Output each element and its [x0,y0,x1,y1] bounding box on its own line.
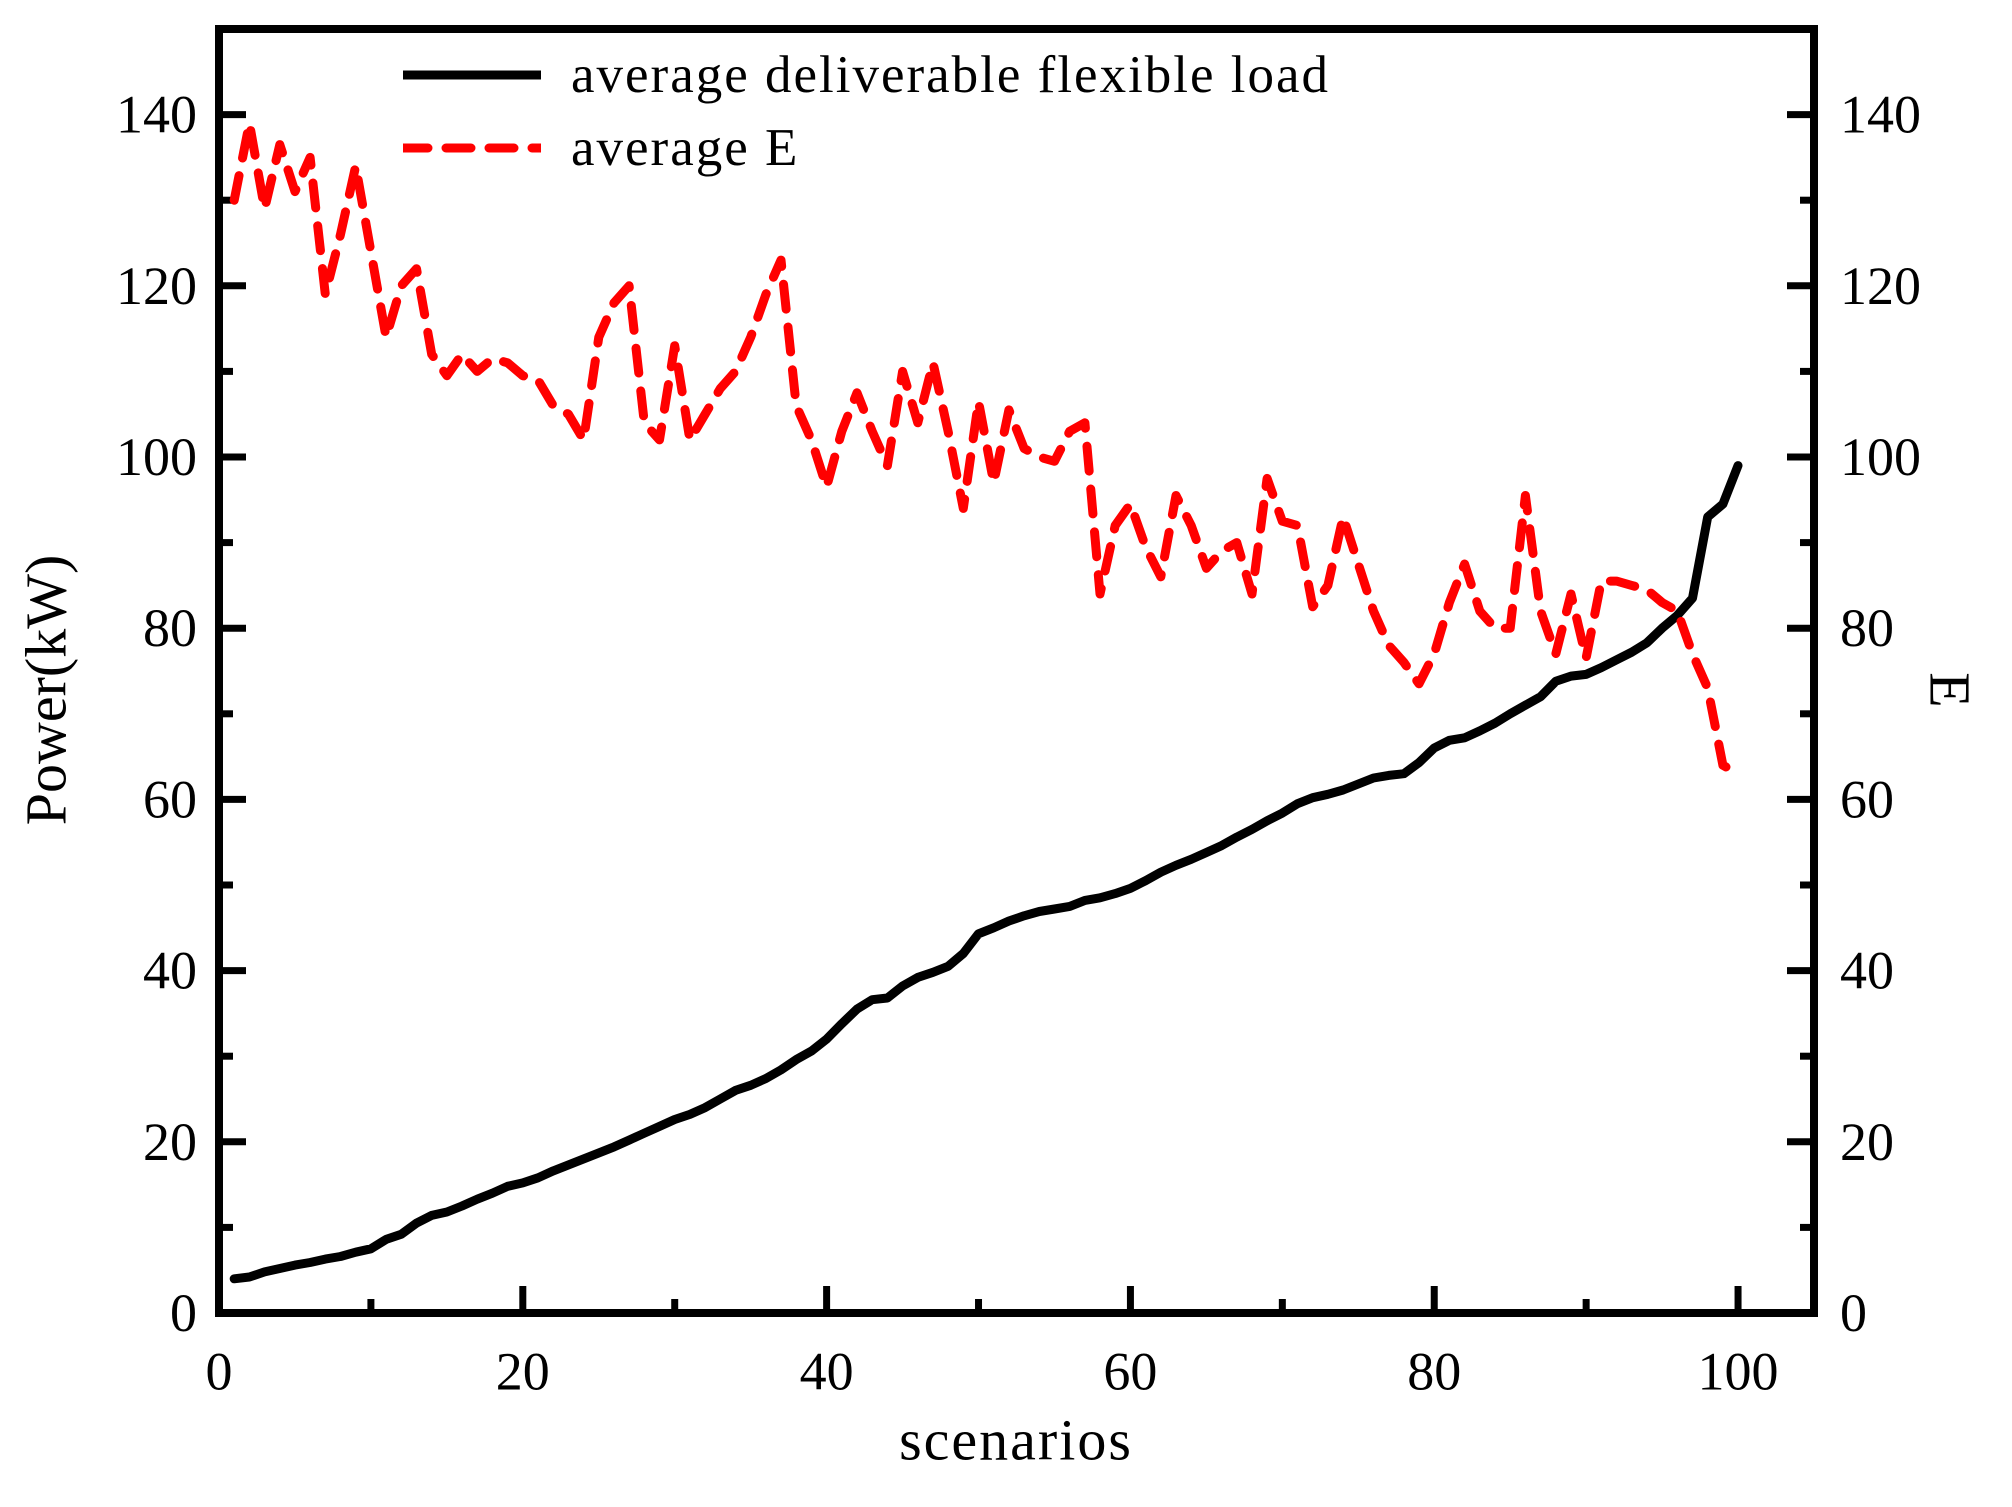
y-right-tick-label: 100 [1840,427,1921,487]
y-left-tick-label: 60 [143,769,197,829]
legend-label-flexible-load: average deliverable flexible load [571,45,1331,104]
legend-sample-solid-line [403,70,541,79]
x-tick-label: 40 [800,1341,854,1401]
legend-sample-dashed-line [403,143,541,152]
x-tick-label: 80 [1407,1341,1461,1401]
legend: average deliverable flexible load averag… [403,38,1330,184]
y-right-tick-label: 120 [1840,256,1921,316]
y-right-tick-label: 60 [1840,769,1894,829]
legend-item-average-e: average E [403,111,1330,184]
y-left-tick-label: 80 [143,598,197,658]
y-left-tick-label: 120 [116,256,197,316]
legend-item-flexible-load: average deliverable flexible load [403,38,1330,111]
x-tick-label: 0 [206,1341,233,1401]
y-right-tick-label: 40 [1840,941,1894,1001]
x-tick-label: 100 [1698,1341,1779,1401]
y-left-tick-label: 100 [116,427,197,487]
y-right-tick-label: 0 [1840,1283,1867,1343]
y-right-tick-label: 20 [1840,1112,1894,1172]
y-right-tick-label: 80 [1840,598,1894,658]
y-left-tick-label: 140 [116,85,197,145]
y-left-tick-label: 40 [143,941,197,1001]
y-right-tick-label: 140 [1840,85,1921,145]
legend-label-average-e: average E [571,118,800,177]
y-axis-label-left: Power(kW) [13,554,79,826]
x-tick-label: 60 [1103,1341,1157,1401]
x-axis-label: scenarios [899,1407,1133,1473]
series-line-average-e [229,118,1743,779]
series-line-average-deliverable-flexible-load [229,461,1743,1284]
x-tick-label: 20 [496,1341,550,1401]
y-axis-label-right: E [1917,672,1983,708]
y-left-tick-label: 20 [143,1112,197,1172]
plot-frame [215,25,1818,1317]
y-left-tick-label: 0 [170,1283,197,1343]
